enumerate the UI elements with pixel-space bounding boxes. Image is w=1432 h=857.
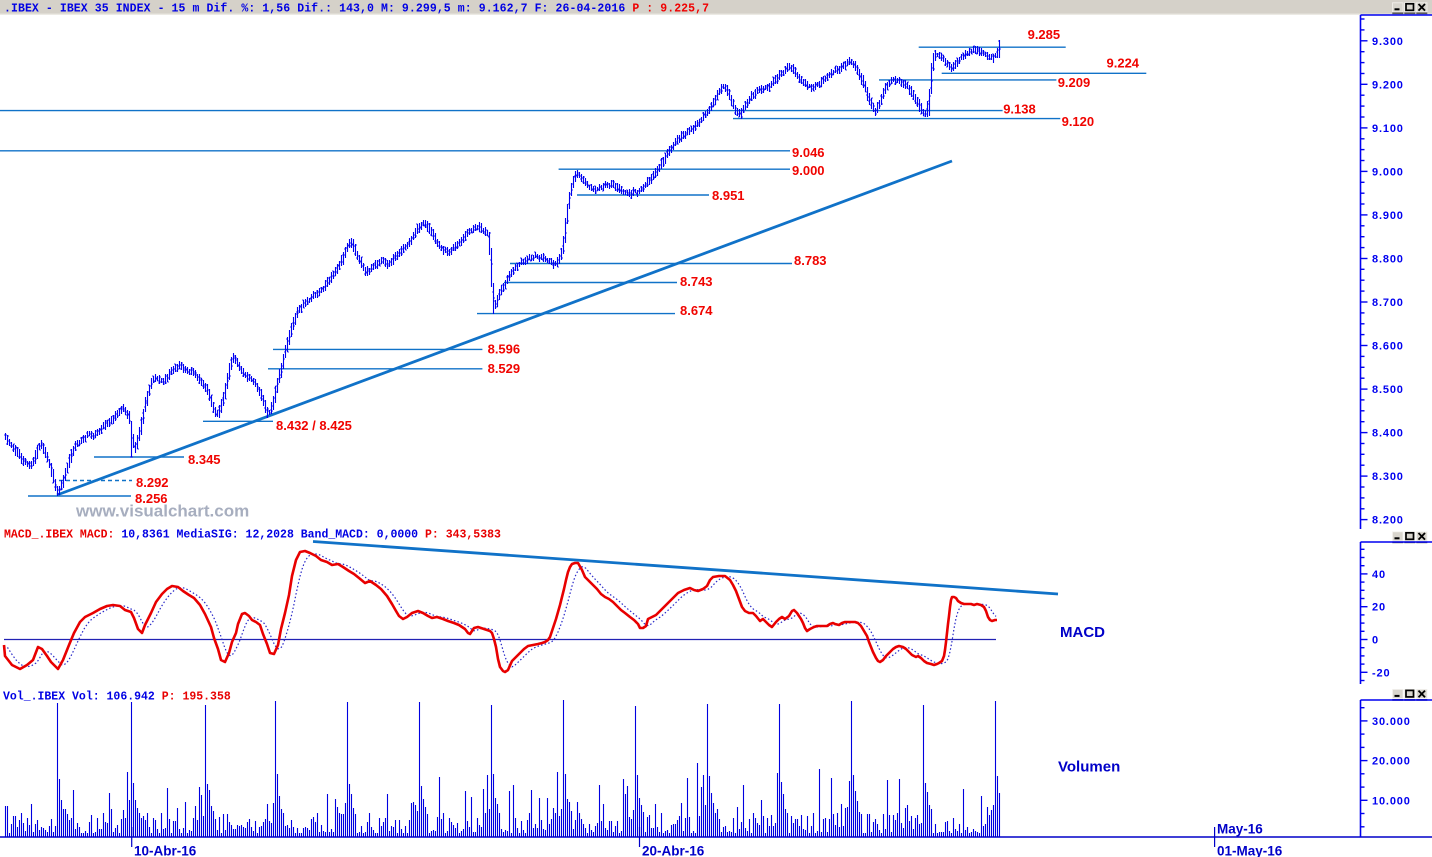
svg-text:9.000: 9.000: [1372, 166, 1404, 178]
svg-text:9.224: 9.224: [1107, 55, 1140, 70]
svg-text:8.951: 8.951: [712, 188, 745, 203]
svg-text:8.432 / 8.425: 8.432 / 8.425: [276, 418, 352, 433]
svg-text:8.529: 8.529: [488, 361, 521, 376]
svg-text:9.100: 9.100: [1372, 123, 1404, 135]
svg-text:8.900: 8.900: [1372, 210, 1404, 222]
svg-text:8.300: 8.300: [1372, 471, 1404, 483]
svg-text:8.700: 8.700: [1372, 297, 1404, 309]
svg-text:9.138: 9.138: [1003, 102, 1036, 117]
svg-text:20-Abr-16: 20-Abr-16: [642, 844, 705, 857]
svg-text:20.000: 20.000: [1372, 756, 1411, 768]
svg-text:8.345: 8.345: [188, 452, 221, 467]
svg-text:9.285: 9.285: [1028, 27, 1061, 42]
svg-text:Volumen: Volumen: [1058, 759, 1120, 776]
svg-text:MACD: MACD: [1060, 624, 1105, 641]
svg-text:30.000: 30.000: [1372, 716, 1411, 728]
svg-text:MACD_.IBEX MACD: 10,8361 Media: MACD_.IBEX MACD: 10,8361 MediaSIG: 12,20…: [4, 529, 501, 542]
svg-text:8.400: 8.400: [1372, 428, 1404, 440]
svg-text:8.500: 8.500: [1372, 384, 1404, 396]
svg-text:9.209: 9.209: [1058, 75, 1091, 90]
svg-text:Vol_.IBEX Vol: 106.942 P: 195.: Vol_.IBEX Vol: 106.942 P: 195.358: [3, 691, 231, 704]
svg-text:.IBEX - IBEX 35 INDEX - 15 m: .IBEX - IBEX 35 INDEX - 15 m Dif. %: 1,5…: [4, 3, 709, 16]
svg-text:01-May-16: 01-May-16: [1217, 844, 1283, 857]
svg-text:9.120: 9.120: [1062, 114, 1095, 129]
svg-text:8.783: 8.783: [794, 253, 827, 268]
svg-text:May-16: May-16: [1217, 822, 1263, 837]
svg-text:10.000: 10.000: [1372, 795, 1411, 807]
svg-text:8.600: 8.600: [1372, 341, 1404, 353]
svg-text:9.200: 9.200: [1372, 79, 1404, 91]
svg-text:8.256: 8.256: [135, 491, 168, 506]
svg-text:10-Abr-16: 10-Abr-16: [134, 844, 197, 857]
svg-text:9.000: 9.000: [792, 163, 825, 178]
svg-text:9.300: 9.300: [1372, 36, 1404, 48]
svg-text:8.800: 8.800: [1372, 254, 1404, 266]
svg-text:8.292: 8.292: [136, 475, 169, 490]
svg-text:9.046: 9.046: [792, 145, 825, 160]
svg-text:8.674: 8.674: [680, 303, 713, 318]
svg-text:8.200: 8.200: [1372, 515, 1404, 527]
svg-text:-20: -20: [1372, 667, 1390, 679]
svg-text:20: 20: [1372, 602, 1386, 614]
svg-text:8.743: 8.743: [680, 274, 713, 289]
svg-text:www.visualchart.com: www.visualchart.com: [75, 502, 249, 521]
svg-text:40: 40: [1372, 569, 1386, 581]
svg-text:0: 0: [1372, 635, 1379, 647]
svg-text:8.596: 8.596: [488, 342, 521, 357]
